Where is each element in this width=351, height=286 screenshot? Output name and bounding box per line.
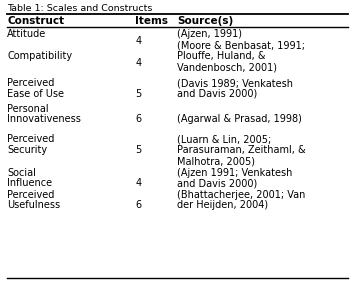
Text: der Heijden, 2004): der Heijden, 2004) <box>177 200 269 210</box>
Text: and Davis 2000): and Davis 2000) <box>177 178 258 188</box>
Text: Social: Social <box>7 168 36 178</box>
Text: 4: 4 <box>135 178 141 188</box>
Text: Ease of Use: Ease of Use <box>7 89 64 99</box>
Text: Compatibility: Compatibility <box>7 51 72 61</box>
Text: Innovativeness: Innovativeness <box>7 114 81 124</box>
Text: Construct: Construct <box>7 15 64 25</box>
Text: Parasuraman, Zeithaml, &: Parasuraman, Zeithaml, & <box>177 145 306 155</box>
Text: Perceived: Perceived <box>7 134 54 144</box>
Text: 5: 5 <box>135 145 141 155</box>
Text: Influence: Influence <box>7 178 52 188</box>
Text: 5: 5 <box>135 89 141 99</box>
Text: Perceived: Perceived <box>7 190 54 200</box>
Text: Security: Security <box>7 145 47 155</box>
Text: Personal: Personal <box>7 104 49 114</box>
Text: 4: 4 <box>135 36 141 46</box>
Text: Source(s): Source(s) <box>177 15 233 25</box>
Text: Usefulness: Usefulness <box>7 200 60 210</box>
Text: Vandenbosch, 2001): Vandenbosch, 2001) <box>177 62 277 72</box>
Text: Malhotra, 2005): Malhotra, 2005) <box>177 156 255 166</box>
Text: 4: 4 <box>135 58 141 68</box>
Text: 6: 6 <box>135 114 141 124</box>
Text: (Bhattacherjee, 2001; Van: (Bhattacherjee, 2001; Van <box>177 190 306 200</box>
Text: (Ajzen, 1991): (Ajzen, 1991) <box>177 29 242 39</box>
Text: Plouffe, Huland, &: Plouffe, Huland, & <box>177 51 266 61</box>
Text: (Luarn & Lin, 2005;: (Luarn & Lin, 2005; <box>177 134 272 144</box>
Text: Attitude: Attitude <box>7 29 46 39</box>
Text: Items: Items <box>135 15 168 25</box>
Text: and Davis 2000): and Davis 2000) <box>177 89 258 99</box>
Text: 6: 6 <box>135 200 141 210</box>
Text: (Moore & Benbasat, 1991;: (Moore & Benbasat, 1991; <box>177 40 305 50</box>
Text: (Davis 1989; Venkatesh: (Davis 1989; Venkatesh <box>177 78 293 88</box>
Text: (Ajzen 1991; Venkatesh: (Ajzen 1991; Venkatesh <box>177 168 293 178</box>
Text: Perceived: Perceived <box>7 78 54 88</box>
Text: (Agarwal & Prasad, 1998): (Agarwal & Prasad, 1998) <box>177 114 302 124</box>
Text: Table 1: Scales and Constructs: Table 1: Scales and Constructs <box>7 4 152 13</box>
